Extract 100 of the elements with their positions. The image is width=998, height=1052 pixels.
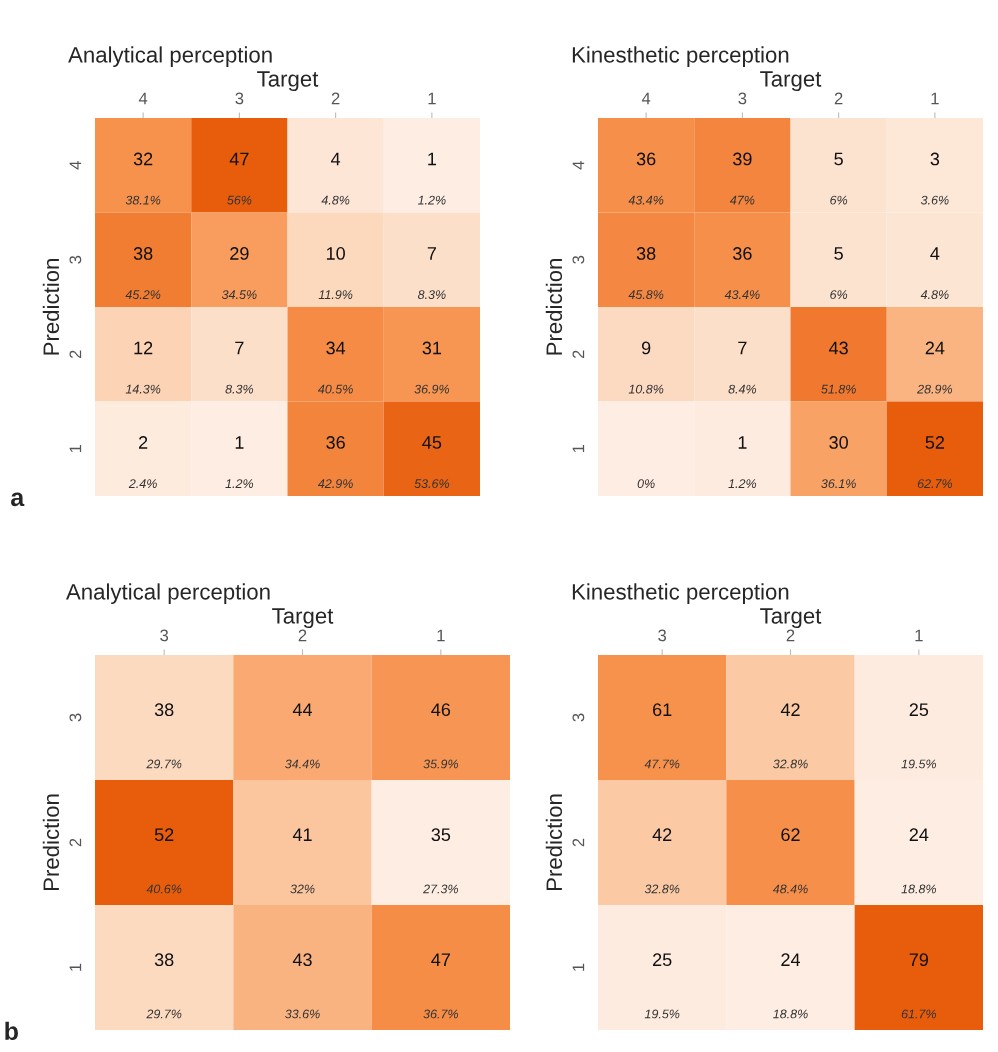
y-tick-label: 4 [572,161,585,170]
x-tick-label: 2 [331,92,340,105]
data-label: 52 [925,436,945,449]
x-axis-title: Target [760,71,822,92]
annotation: 10.8% [628,384,664,394]
data-label: 3 [930,152,940,166]
y-tick-label: 1 [69,444,82,453]
data-label: 36 [326,436,345,449]
data-label: 5 [834,247,843,260]
data-label: 5 [834,152,843,166]
data-label: 29 [230,247,249,260]
x-tick-label: 3 [160,629,169,642]
y-axis-title: Prediction [545,794,563,891]
annotation: 18.8% [773,1009,808,1019]
data-label: 24 [781,953,801,966]
annotation: 1.2% [417,195,446,205]
data-label: 0% [637,479,655,489]
annotation: 42.9% [317,479,353,489]
y-tick-label: 2 [69,838,82,847]
y-tick-label: 2 [572,350,585,359]
data-label: 38 [133,247,153,260]
x-axis-title: Target [257,71,319,92]
data-label: 1 [235,436,244,449]
data-label: 38 [636,247,656,260]
data-label: 42 [780,703,800,716]
annotation: 51.8% [821,384,856,394]
data-label: 24 [925,341,945,355]
data-label: 12 [134,341,153,355]
annotation: 19.5% [901,759,937,769]
x-tick-label: 1 [931,92,939,105]
x-tick-label: 1 [437,629,445,642]
annotation: 56% [227,195,252,205]
annotation: 14.3% [125,384,161,394]
data-label: 10 [326,247,345,260]
data-label: 7 [235,341,244,355]
annotation: 18.8% [901,884,937,894]
annotation: 45.8% [628,290,664,300]
x-tick-label: 2 [786,629,795,642]
chart-title: Analytical perception [66,583,270,605]
y-tick-label: 1 [572,444,585,453]
text: b [5,1021,18,1041]
annotation: 47.7% [644,759,680,769]
y-tick-label: 1 [69,963,82,971]
annotation: 40.5% [317,384,353,394]
data-label: 47 [229,152,249,166]
annotation: 35.9% [423,759,459,769]
data-label: 9 [641,341,651,355]
annotation: 6% [830,290,848,300]
data-label: 43 [292,953,312,967]
x-tick-label: 1 [915,629,923,642]
data-label: 44 [292,703,313,716]
annotation: 48.4% [772,884,808,894]
data-label: 7 [427,247,436,260]
x-tick-label: 3 [738,92,747,105]
annotation: 29.7% [146,759,182,769]
annotation: 34.4% [285,759,320,769]
annotation: 40.6% [146,884,182,894]
annotation: 43.4% [628,195,664,205]
annotation: 36.1% [821,479,856,489]
data-label: 43 [829,341,848,355]
annotation: 33.6% [285,1009,320,1019]
y-tick-label: 3 [69,255,82,264]
chart-title: Analytical perception [68,46,272,68]
chart-title: Kinesthetic perception [572,583,789,605]
annotation: 34.5% [221,290,257,300]
annotation: 36.7% [423,1009,459,1019]
data-label: 35 [431,828,451,842]
annotation: 62.7% [917,479,953,489]
x-axis-title: Target [272,608,334,629]
data-label: 30 [829,436,848,449]
annotation: 8.3% [225,384,254,394]
annotation: 28.9% [917,384,953,394]
data-label: 34 [326,341,346,355]
data-label: 1 [738,436,747,449]
text: a [11,492,25,507]
annotation: 4.8% [920,290,949,300]
annotation: 53.6% [414,479,450,489]
annotation: 3.6% [920,195,949,205]
data-label: 52 [154,828,174,842]
data-label: 36 [636,152,656,166]
data-label: 7 [738,341,747,355]
y-tick-label: 2 [69,350,82,359]
data-label: 1 [428,152,437,166]
data-label: 32 [133,152,153,166]
annotation: 29.7% [146,1009,182,1019]
annotation: 27.3% [423,884,459,894]
x-tick-label: 3 [235,92,244,105]
x-tick-label: 1 [428,92,436,105]
data-label: 47 [431,953,450,966]
annotation: 32% [290,884,315,894]
x-tick-label: 4 [138,92,148,105]
data-label: 45 [422,436,442,449]
annotation: 8.4% [728,384,757,394]
data-label: 31 [422,341,442,355]
annotation: 32.8% [644,884,680,894]
data-label: 62 [781,828,800,842]
annotation: 36.9% [414,384,450,394]
data-label: 38 [154,953,174,967]
x-tick-label: 3 [658,629,667,642]
data-label: 79 [909,953,929,967]
